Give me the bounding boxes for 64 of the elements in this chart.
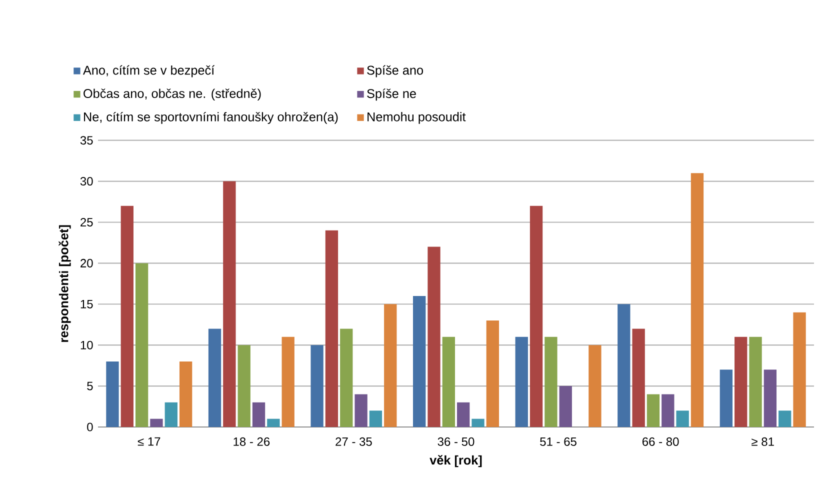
bar	[179, 361, 192, 427]
x-tick-label: ≤ 17	[138, 437, 160, 446]
bar	[428, 246, 440, 427]
x-tick-label: 51 - 65	[540, 437, 576, 446]
bar	[164, 402, 178, 427]
bar	[632, 328, 645, 427]
legend-label: Nemohu posoudit	[368, 112, 466, 124]
bar	[662, 394, 674, 427]
x-tick-label: 36 - 50	[438, 437, 474, 446]
x-tick-label: 27 - 35	[336, 437, 372, 446]
x-axis-title: věk [rok]	[430, 455, 482, 468]
bar	[764, 370, 777, 427]
y-tick-label: 30	[80, 177, 93, 186]
bar	[369, 410, 382, 427]
y-tick-label: 20	[80, 258, 93, 268]
bar	[618, 304, 630, 427]
bar	[223, 181, 236, 427]
bar	[734, 336, 748, 427]
x-tick-label: 66 - 80	[642, 437, 679, 446]
y-tick-label: 0	[87, 422, 93, 432]
y-tick-label: 35	[80, 136, 93, 145]
bar	[749, 336, 762, 427]
bar	[690, 173, 704, 427]
bar	[588, 345, 602, 427]
bar	[238, 345, 250, 427]
bar	[646, 394, 660, 427]
bar	[282, 336, 294, 427]
bar	[340, 328, 353, 427]
legend-label: Spíše ano	[367, 65, 424, 78]
x-tick-label: ≥ 81	[752, 437, 774, 446]
bar	[413, 296, 426, 427]
bar	[720, 370, 733, 427]
bar	[778, 410, 792, 427]
bar	[676, 410, 689, 427]
bar	[793, 312, 806, 427]
bar	[150, 418, 163, 427]
bar	[354, 394, 368, 427]
legend-label: Ne, cítím se sportovními fanoušky ohrožen(a)	[84, 112, 338, 124]
y-tick-label: 25	[80, 218, 93, 226]
bar	[120, 206, 134, 427]
bar	[384, 304, 397, 427]
legend-label: Spíše ne	[367, 88, 416, 101]
bar	[559, 386, 572, 427]
bar	[486, 320, 500, 427]
bar	[106, 361, 119, 427]
legend-label: Občas ano, občas ne. (středně)	[84, 88, 261, 101]
bar	[252, 402, 266, 427]
y-tick-label: 15	[80, 300, 93, 308]
bar	[457, 402, 470, 427]
bar	[208, 328, 222, 427]
y-tick-label: 5	[87, 382, 93, 390]
bar	[325, 230, 338, 427]
y-axis-title: respondenti [počet]	[58, 225, 71, 342]
bar	[267, 418, 280, 427]
bar	[310, 345, 324, 427]
bar	[530, 206, 543, 427]
bar	[442, 336, 455, 427]
bar	[515, 336, 528, 427]
legend-label: Ano, cítím se v bezpečí	[82, 65, 215, 78]
bar	[544, 336, 558, 427]
bar	[472, 418, 484, 427]
x-tick-label: 18 - 26	[234, 437, 270, 446]
bar	[135, 263, 148, 427]
y-tick-label: 10	[80, 340, 93, 350]
